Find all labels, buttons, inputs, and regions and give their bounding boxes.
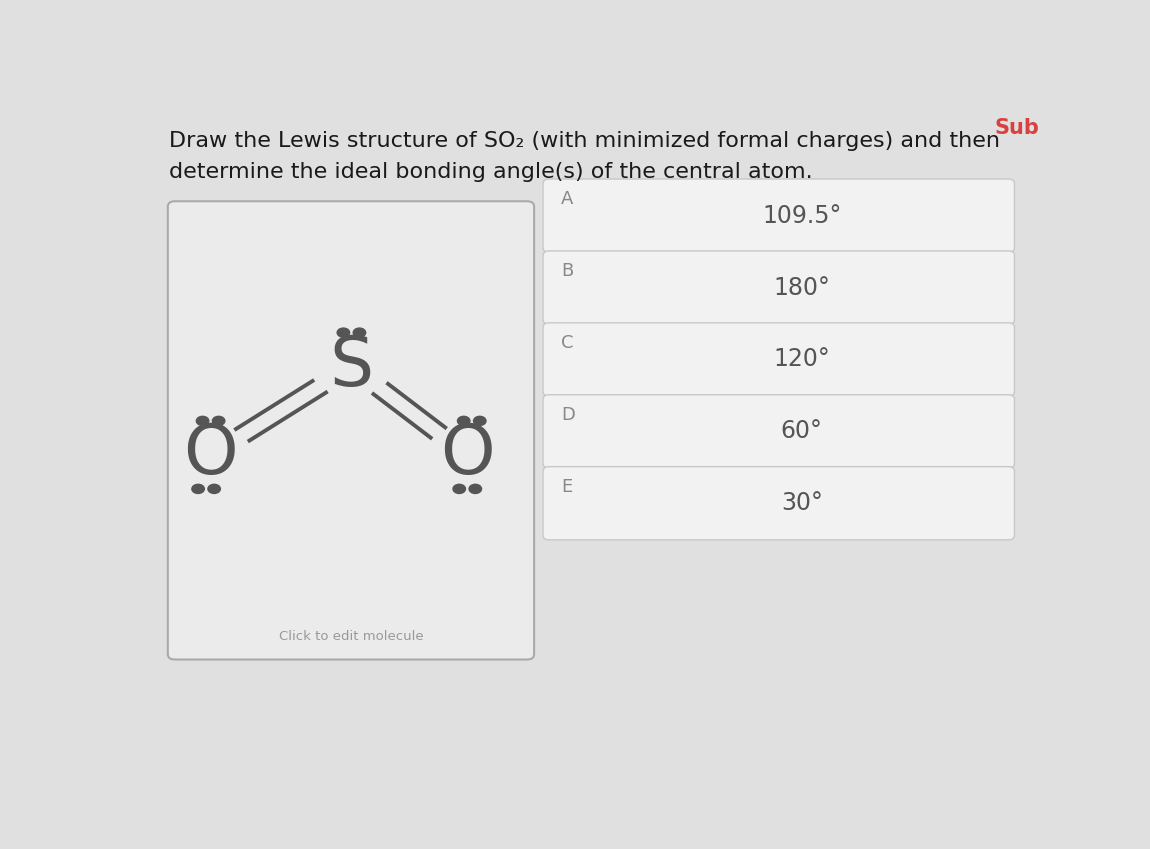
Circle shape [213, 416, 225, 425]
FancyBboxPatch shape [543, 323, 1014, 396]
FancyBboxPatch shape [543, 251, 1014, 324]
Text: B: B [561, 262, 573, 280]
Text: O: O [183, 421, 238, 488]
Text: 30°: 30° [781, 492, 822, 515]
Text: 109.5°: 109.5° [762, 204, 842, 228]
FancyBboxPatch shape [543, 179, 1014, 252]
Circle shape [353, 328, 366, 337]
Text: 120°: 120° [773, 347, 830, 372]
Text: Draw the Lewis structure of SO₂ (with minimized formal charges) and then: Draw the Lewis structure of SO₂ (with mi… [169, 132, 999, 151]
Text: C: C [561, 334, 574, 352]
Text: A: A [561, 190, 573, 208]
Text: D: D [561, 406, 575, 424]
Circle shape [453, 484, 466, 493]
FancyBboxPatch shape [168, 201, 534, 660]
Circle shape [458, 416, 470, 425]
FancyBboxPatch shape [543, 467, 1014, 540]
FancyBboxPatch shape [543, 395, 1014, 468]
Text: O: O [440, 421, 494, 488]
Text: E: E [561, 478, 572, 496]
Text: determine the ideal bonding angle(s) of the central atom.: determine the ideal bonding angle(s) of … [169, 162, 812, 182]
Text: 180°: 180° [773, 276, 830, 300]
Circle shape [469, 484, 482, 493]
Text: S: S [329, 333, 374, 400]
Text: Click to edit molecule: Click to edit molecule [278, 629, 423, 643]
Circle shape [474, 416, 486, 425]
Circle shape [208, 484, 221, 493]
Circle shape [337, 328, 350, 337]
Text: Sub: Sub [995, 118, 1040, 138]
Circle shape [192, 484, 205, 493]
Text: 60°: 60° [781, 419, 822, 443]
Circle shape [197, 416, 209, 425]
